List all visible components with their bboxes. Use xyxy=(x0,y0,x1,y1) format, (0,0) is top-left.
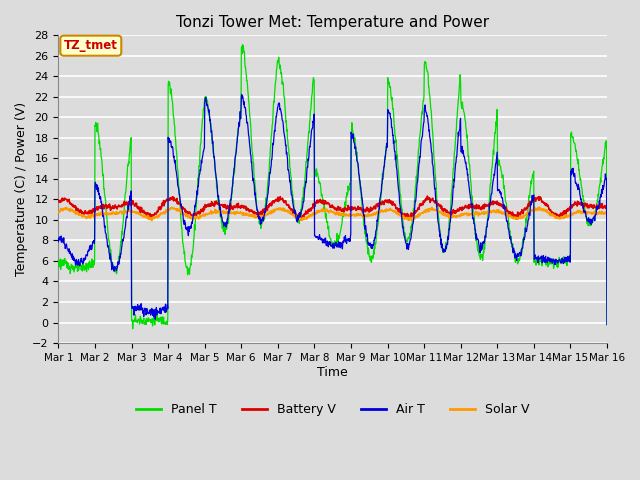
Y-axis label: Temperature (C) / Power (V): Temperature (C) / Power (V) xyxy=(15,102,28,276)
X-axis label: Time: Time xyxy=(317,365,348,379)
Title: Tonzi Tower Met: Temperature and Power: Tonzi Tower Met: Temperature and Power xyxy=(176,15,489,30)
Legend: Panel T, Battery V, Air T, Solar V: Panel T, Battery V, Air T, Solar V xyxy=(131,398,534,421)
Text: TZ_tmet: TZ_tmet xyxy=(64,39,118,52)
